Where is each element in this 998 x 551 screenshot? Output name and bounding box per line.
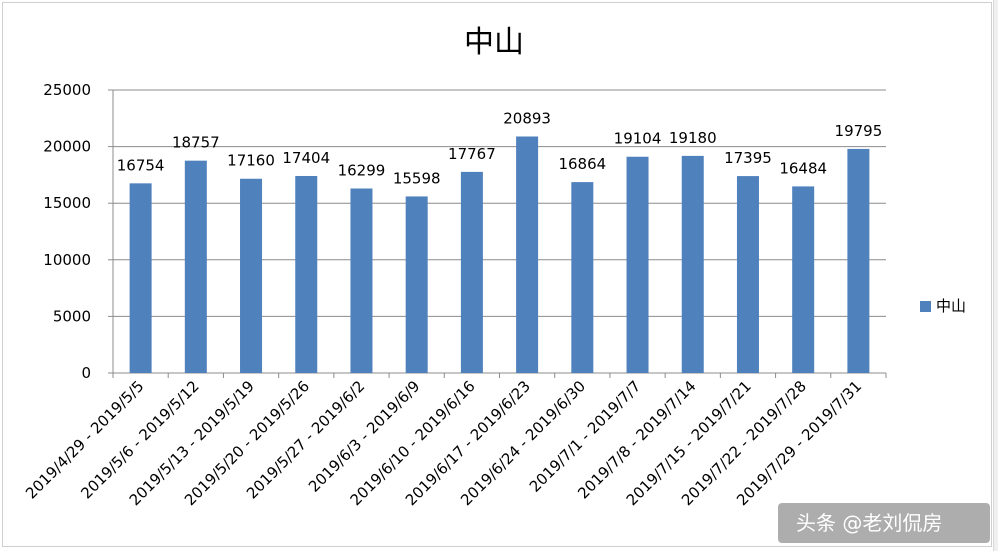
data-label: 19795 — [835, 122, 883, 140]
bar — [295, 175, 318, 373]
bars — [129, 136, 870, 373]
bar — [129, 183, 152, 373]
data-label: 15598 — [393, 169, 441, 187]
y-tick-label: 0 — [81, 364, 91, 382]
watermark-text: 头条 @老刘侃房 — [796, 511, 942, 535]
data-label: 17395 — [724, 149, 772, 167]
gridlines — [108, 89, 886, 374]
watermark-bg — [778, 503, 990, 543]
legend: 中山 — [920, 297, 966, 315]
bar — [240, 178, 263, 373]
bar — [681, 155, 704, 373]
watermark: 头条 @老刘侃房 — [778, 503, 990, 543]
data-label: 20893 — [503, 109, 551, 127]
y-tick-label: 10000 — [43, 251, 91, 269]
legend-label: 中山 — [936, 297, 966, 315]
chart-title: 中山 — [464, 25, 524, 60]
data-label: 17160 — [227, 152, 275, 170]
bar — [571, 182, 594, 373]
data-label: 17404 — [282, 149, 330, 167]
y-axis-ticks: 0 5000 10000 15000 20000 25000 — [43, 81, 91, 382]
bar — [626, 156, 649, 373]
data-label: 19180 — [669, 129, 717, 147]
y-tick-label: 20000 — [43, 138, 91, 156]
data-label: 19104 — [614, 130, 662, 148]
data-label: 16754 — [117, 156, 165, 174]
bar — [736, 176, 759, 373]
window-edge — [993, 0, 998, 551]
y-tick-label: 25000 — [43, 81, 91, 99]
bar — [350, 188, 373, 373]
data-label: 16864 — [558, 155, 606, 173]
bar — [847, 148, 870, 373]
bar — [405, 196, 428, 373]
bar — [792, 186, 815, 373]
bar — [184, 160, 207, 373]
data-label: 18757 — [172, 134, 220, 152]
y-tick-label: 5000 — [53, 307, 91, 325]
data-label: 16299 — [338, 161, 386, 179]
data-label: 16484 — [779, 159, 827, 177]
data-labels: 16754 18757 17160 17404 16299 15598 17767 20893… — [117, 109, 883, 187]
legend-swatch — [920, 301, 931, 312]
bar — [460, 171, 483, 373]
y-tick-label: 15000 — [43, 194, 91, 212]
bar — [516, 136, 539, 373]
data-label: 17767 — [448, 145, 496, 163]
